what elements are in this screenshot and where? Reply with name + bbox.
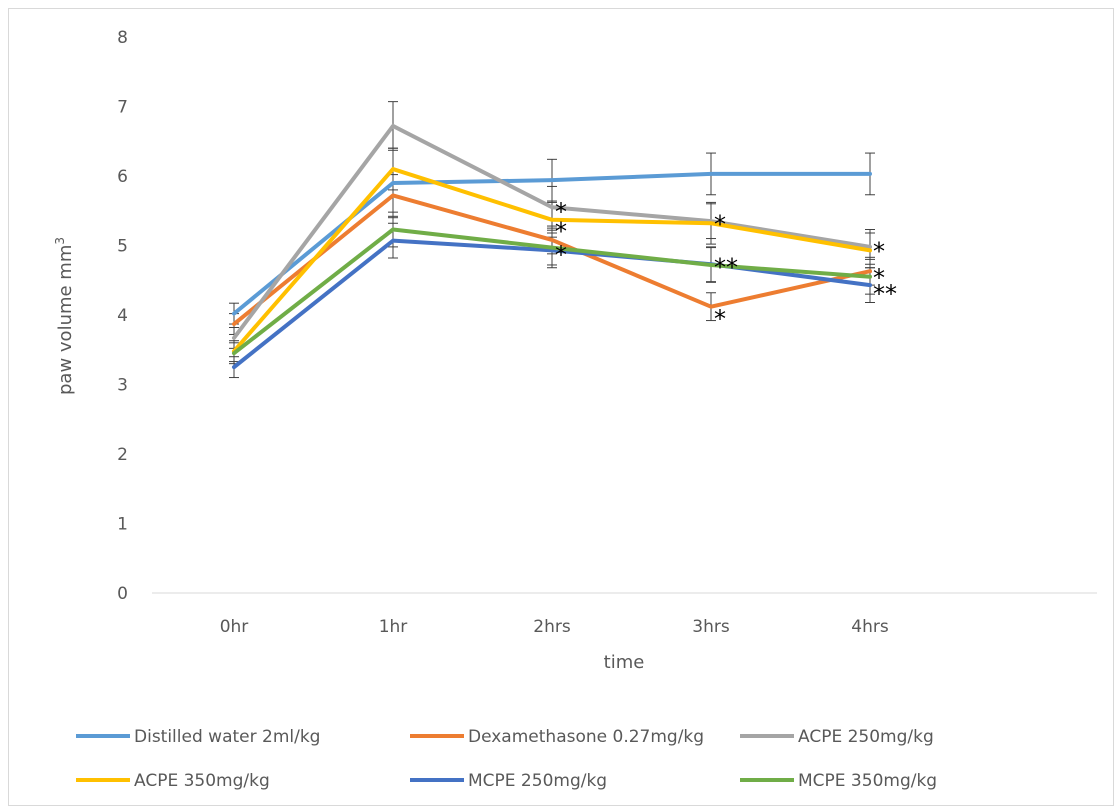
- legend-item: Distilled water 2ml/kg: [76, 727, 320, 747]
- chart-frame: [8, 8, 1114, 806]
- legend-label: Distilled water 2ml/kg: [134, 727, 320, 747]
- x-tick-label: 2hrs: [533, 617, 571, 637]
- series-line: [232, 167, 872, 354]
- significance-star: *: [555, 217, 567, 245]
- significance-star: *: [714, 305, 726, 333]
- legend-label: Dexamethasone 0.27mg/kg: [468, 727, 704, 747]
- x-tick-labels: 0hr 1hr 2hrs 3hrs 4hrs: [220, 617, 889, 637]
- legend-label: ACPE 350mg/kg: [134, 771, 270, 791]
- y-tick-label: 4: [117, 306, 128, 326]
- y-tick-label: 2: [117, 445, 128, 465]
- series-line: [232, 123, 872, 340]
- x-tick-label: 1hr: [379, 617, 408, 637]
- series-line: [232, 171, 872, 316]
- x-tick-label: 0hr: [220, 617, 249, 637]
- significance-star: **: [714, 253, 738, 281]
- y-tick-label: 0: [117, 584, 128, 604]
- legend-label: MCPE 350mg/kg: [798, 771, 937, 791]
- significance-annotations: ***********: [555, 198, 897, 333]
- series-line: [232, 193, 872, 327]
- legend: Distilled water 2ml/kg Dexamethasone 0.27…: [76, 727, 937, 791]
- y-axis-title-superscript: 3: [53, 237, 67, 245]
- legend-item: Dexamethasone 0.27mg/kg: [410, 727, 704, 747]
- y-tick-label: 6: [117, 167, 128, 187]
- legend-item: MCPE 250mg/kg: [410, 771, 607, 791]
- y-axis-title-text: paw volume mm: [55, 245, 76, 395]
- y-tick-labels: 0 1 2 3 4 5 6 7 8: [117, 28, 128, 604]
- legend-label: ACPE 250mg/kg: [798, 727, 934, 747]
- series-line: [232, 238, 872, 370]
- significance-star: *: [714, 210, 726, 238]
- significance-star: *: [555, 198, 567, 226]
- x-axis-title: time: [604, 652, 645, 673]
- y-tick-label: 5: [117, 237, 128, 257]
- series-line: [232, 227, 872, 356]
- series-lines: [232, 123, 872, 370]
- y-tick-label: 8: [117, 28, 128, 48]
- y-tick-label: 1: [117, 515, 128, 535]
- x-tick-label: 3hrs: [692, 617, 730, 637]
- significance-star: *: [873, 264, 885, 292]
- y-tick-label: 3: [117, 376, 128, 396]
- x-tick-label: 4hrs: [851, 617, 889, 637]
- significance-star: *: [555, 241, 567, 269]
- legend-item: ACPE 350mg/kg: [76, 771, 270, 791]
- y-axis-title: paw volume mm3: [53, 237, 76, 395]
- legend-item: ACPE 250mg/kg: [740, 727, 934, 747]
- significance-star: *: [873, 237, 885, 265]
- legend-item: MCPE 350mg/kg: [740, 771, 937, 791]
- legend-label: MCPE 250mg/kg: [468, 771, 607, 791]
- significance-star: **: [873, 280, 897, 308]
- y-tick-label: 7: [117, 98, 128, 118]
